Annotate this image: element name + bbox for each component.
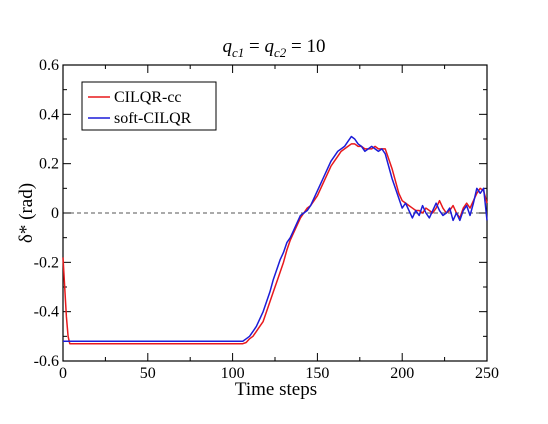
y-tick-label: 0.2 [39, 156, 59, 173]
y-axis: -0.6 -0.4 -0.2 0 0.2 0.4 0.6 [34, 57, 487, 370]
series-line-soft-cilqr [63, 135, 488, 343]
y-axis-label: δ* (rad) [16, 183, 37, 243]
series-layer [62, 135, 488, 345]
y-tick-label: -0.4 [34, 304, 59, 321]
x-tick-label: 150 [305, 365, 329, 382]
x-axis-label: Time steps [235, 379, 317, 400]
chart-title: qc1 = qc2 = 10 [223, 36, 326, 60]
x-tick-label: 0 [59, 365, 67, 382]
y-tick-label: 0.6 [39, 57, 59, 74]
title-q2: q [265, 36, 275, 57]
x-tick-label: 50 [140, 365, 156, 382]
x-tick-label: 100 [221, 365, 245, 382]
x-tick-label: 200 [390, 365, 414, 382]
title-eq1: = [249, 36, 260, 57]
legend-entry: CILQR-cc [114, 89, 182, 106]
x-tick-label: 250 [475, 365, 499, 382]
legend-entry: soft-CILQR [114, 110, 192, 127]
y-tick-label: -0.6 [34, 353, 59, 370]
y-tick-label: 0.4 [39, 106, 59, 123]
title-q1: q [223, 36, 233, 57]
title-sub1: c1 [232, 45, 244, 60]
y-tick-label: 0 [51, 205, 59, 222]
legend: CILQR-cc soft-CILQR [81, 81, 217, 131]
legend-box [81, 81, 217, 131]
x-axis: 0 50 100 150 200 250 [59, 65, 499, 382]
title-sub2: c2 [274, 45, 287, 60]
y-tick-label: -0.2 [34, 254, 59, 271]
title-eq2: = [291, 36, 302, 57]
series-line-cilqr-cc [62, 143, 488, 345]
title-value: 10 [307, 36, 326, 57]
